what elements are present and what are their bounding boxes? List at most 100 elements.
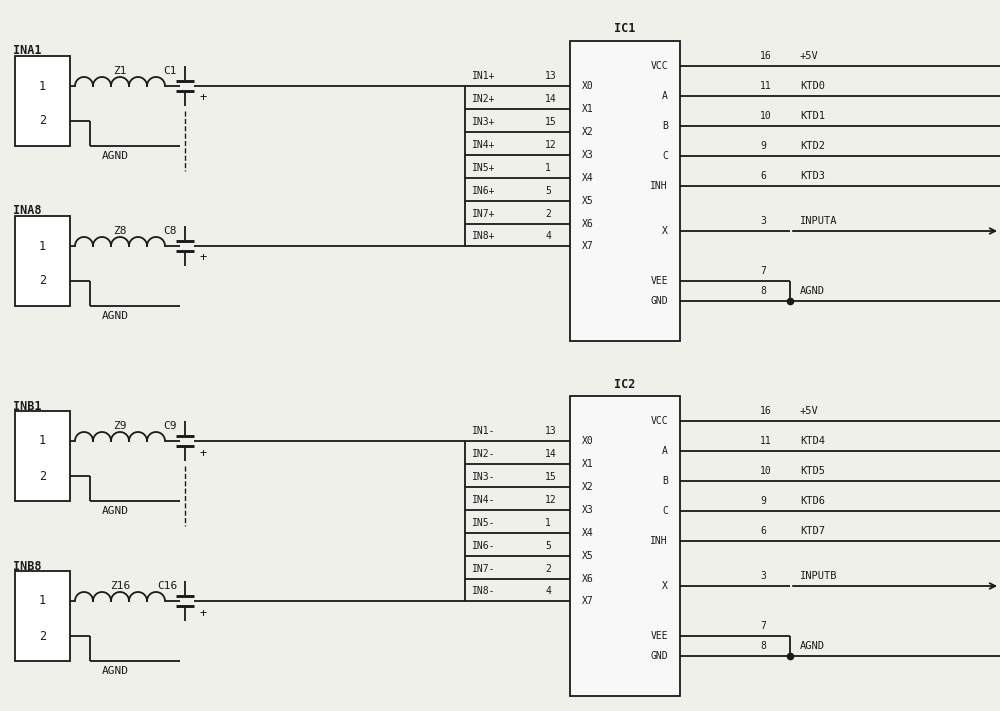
Text: GND: GND bbox=[650, 651, 668, 661]
Text: AGND: AGND bbox=[800, 286, 825, 296]
Text: Z16: Z16 bbox=[110, 581, 130, 591]
Text: AGND: AGND bbox=[800, 641, 825, 651]
Text: B: B bbox=[662, 476, 668, 486]
Text: IC1: IC1 bbox=[614, 23, 636, 36]
Text: INPUTB: INPUTB bbox=[800, 571, 838, 581]
Text: INPUTA: INPUTA bbox=[800, 216, 838, 226]
Text: +5V: +5V bbox=[800, 51, 819, 61]
Text: 2: 2 bbox=[545, 209, 551, 219]
Text: 10: 10 bbox=[760, 111, 772, 121]
Text: 5: 5 bbox=[545, 186, 551, 196]
Text: IN2+: IN2+ bbox=[472, 94, 496, 104]
Text: IC2: IC2 bbox=[614, 378, 636, 390]
Text: X0: X0 bbox=[582, 436, 594, 446]
Text: 7: 7 bbox=[760, 266, 766, 276]
Text: IN8-: IN8- bbox=[472, 586, 496, 596]
Text: 2: 2 bbox=[39, 629, 46, 643]
Text: 1: 1 bbox=[39, 594, 46, 607]
Text: KTD6: KTD6 bbox=[800, 496, 825, 506]
Text: 13: 13 bbox=[545, 426, 557, 436]
Bar bbox=[570, 41, 680, 341]
Text: 9: 9 bbox=[760, 141, 766, 151]
Text: C: C bbox=[662, 151, 668, 161]
Text: Z1: Z1 bbox=[113, 66, 127, 76]
Text: X7: X7 bbox=[582, 596, 594, 606]
Text: INH: INH bbox=[650, 181, 668, 191]
Text: VEE: VEE bbox=[650, 276, 668, 286]
Bar bbox=[15, 56, 70, 146]
Text: KTD3: KTD3 bbox=[800, 171, 825, 181]
Text: 1: 1 bbox=[545, 518, 551, 528]
Text: X5: X5 bbox=[582, 551, 594, 561]
Text: AGND: AGND bbox=[102, 151, 128, 161]
Text: 3: 3 bbox=[760, 216, 766, 226]
Text: X5: X5 bbox=[582, 196, 594, 206]
Text: 16: 16 bbox=[760, 406, 772, 416]
Text: VCC: VCC bbox=[650, 61, 668, 71]
Text: 14: 14 bbox=[545, 449, 557, 459]
Text: 6: 6 bbox=[760, 526, 766, 536]
Text: Z9: Z9 bbox=[113, 421, 127, 431]
Text: X1: X1 bbox=[582, 459, 594, 469]
Text: IN3-: IN3- bbox=[472, 472, 496, 482]
Text: KTD4: KTD4 bbox=[800, 436, 825, 446]
Text: GND: GND bbox=[650, 296, 668, 306]
Text: +: + bbox=[199, 252, 207, 264]
Text: IN7-: IN7- bbox=[472, 564, 496, 574]
Text: INA8: INA8 bbox=[13, 205, 42, 218]
Text: X4: X4 bbox=[582, 528, 594, 538]
Text: X3: X3 bbox=[582, 150, 594, 160]
Text: X: X bbox=[662, 226, 668, 236]
Text: 11: 11 bbox=[760, 81, 772, 91]
Text: 1: 1 bbox=[39, 240, 46, 252]
Text: 9: 9 bbox=[760, 496, 766, 506]
Text: IN8+: IN8+ bbox=[472, 231, 496, 241]
Text: 1: 1 bbox=[39, 80, 46, 92]
Text: 13: 13 bbox=[545, 71, 557, 81]
Text: AGND: AGND bbox=[102, 666, 128, 676]
Text: X4: X4 bbox=[582, 173, 594, 183]
Text: 5: 5 bbox=[545, 541, 551, 551]
Text: X1: X1 bbox=[582, 104, 594, 114]
Text: INA1: INA1 bbox=[13, 45, 42, 58]
Text: 2: 2 bbox=[39, 274, 46, 287]
Text: IN4-: IN4- bbox=[472, 495, 496, 505]
Text: INB1: INB1 bbox=[13, 400, 42, 412]
Text: 2: 2 bbox=[545, 564, 551, 574]
Text: C1: C1 bbox=[164, 66, 177, 76]
Text: IN6+: IN6+ bbox=[472, 186, 496, 196]
Text: X: X bbox=[662, 581, 668, 591]
Text: 3: 3 bbox=[760, 571, 766, 581]
Text: 7: 7 bbox=[760, 621, 766, 631]
Text: KTD5: KTD5 bbox=[800, 466, 825, 476]
Text: X7: X7 bbox=[582, 241, 594, 251]
Text: X6: X6 bbox=[582, 574, 594, 584]
Text: 15: 15 bbox=[545, 117, 557, 127]
Text: B: B bbox=[662, 121, 668, 131]
Text: 2: 2 bbox=[39, 469, 46, 483]
Text: X2: X2 bbox=[582, 127, 594, 137]
Text: +: + bbox=[199, 92, 207, 105]
Bar bbox=[15, 411, 70, 501]
Text: KTD1: KTD1 bbox=[800, 111, 825, 121]
Bar bbox=[15, 216, 70, 306]
Text: IN1-: IN1- bbox=[472, 426, 496, 436]
Text: VCC: VCC bbox=[650, 416, 668, 426]
Text: VEE: VEE bbox=[650, 631, 668, 641]
Text: 15: 15 bbox=[545, 472, 557, 482]
Text: 10: 10 bbox=[760, 466, 772, 476]
Text: 8: 8 bbox=[760, 286, 766, 296]
Text: INH: INH bbox=[650, 536, 668, 546]
Text: X2: X2 bbox=[582, 482, 594, 492]
Text: 4: 4 bbox=[545, 231, 551, 241]
Text: 1: 1 bbox=[39, 434, 46, 447]
Text: 4: 4 bbox=[545, 586, 551, 596]
Text: IN7+: IN7+ bbox=[472, 209, 496, 219]
Text: IN5-: IN5- bbox=[472, 518, 496, 528]
Text: A: A bbox=[662, 446, 668, 456]
Text: 14: 14 bbox=[545, 94, 557, 104]
Text: 2: 2 bbox=[39, 114, 46, 127]
Text: 12: 12 bbox=[545, 140, 557, 150]
Text: Z8: Z8 bbox=[113, 226, 127, 236]
Text: 6: 6 bbox=[760, 171, 766, 181]
